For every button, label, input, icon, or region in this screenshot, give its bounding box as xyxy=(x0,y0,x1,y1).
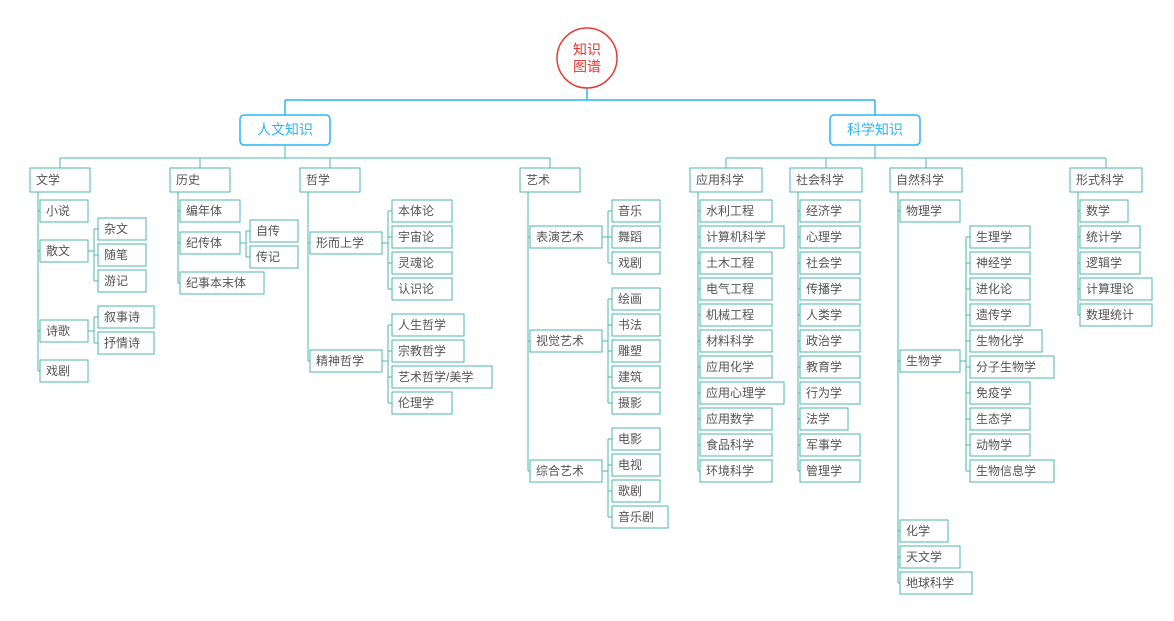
tree-node-label: 应用科学 xyxy=(696,172,744,187)
tree-node-label: 灵魂论 xyxy=(398,255,434,270)
tree-node-label: 生态学 xyxy=(976,411,1012,426)
tree-node-label: 应用数学 xyxy=(706,411,754,426)
tree-node-label: 生物化学 xyxy=(976,333,1024,348)
tree-node-label: 分子生物学 xyxy=(976,359,1036,374)
tree-node-label: 伦理学 xyxy=(398,395,434,410)
tree-node-label: 摄影 xyxy=(618,395,642,410)
tree-node-label: 歌剧 xyxy=(618,483,642,498)
tree-node-label: 自传 xyxy=(256,223,280,238)
tree-node-label: 地球科学 xyxy=(906,575,954,590)
tree-node-label: 管理学 xyxy=(806,463,842,478)
tree-node-label: 绘画 xyxy=(618,291,642,306)
tree-node-label: 计算理论 xyxy=(1086,281,1134,296)
tree-node-label: 土木工程 xyxy=(706,255,754,270)
tree-node-label: 机械工程 xyxy=(706,307,754,322)
tree-node-label: 雕塑 xyxy=(618,343,642,358)
tree-node-label: 人生哲学 xyxy=(398,317,446,332)
tree-node-label: 电影 xyxy=(618,432,642,446)
tree-node-label: 数学 xyxy=(1086,203,1110,218)
tree-node-label: 编年体 xyxy=(186,203,222,218)
tree-node-label: 生物信息学 xyxy=(976,463,1036,478)
level1-label: 科学知识 xyxy=(847,122,903,138)
tree-node-label: 音乐剧 xyxy=(618,509,654,524)
tree-node-label: 抒情诗 xyxy=(104,336,140,350)
tree-node-label: 物理学 xyxy=(906,203,942,218)
tree-node-label: 应用化学 xyxy=(706,359,754,374)
root-label-line2: 图谱 xyxy=(573,59,601,75)
tree-node-label: 小说 xyxy=(46,203,70,218)
tree-node-label: 艺术哲学/美学 xyxy=(398,369,473,384)
tree-node-label: 文学 xyxy=(36,172,60,187)
tree-node-label: 行为学 xyxy=(806,385,842,400)
tree-node-label: 进化论 xyxy=(976,282,1012,296)
tree-node-label: 综合艺术 xyxy=(536,463,584,478)
tree-node-label: 杂文 xyxy=(104,221,128,236)
tree-node-label: 生理学 xyxy=(976,229,1012,244)
tree-node-label: 经济学 xyxy=(806,203,842,218)
tree-node-label: 神经学 xyxy=(976,255,1012,270)
tree-node-label: 随笔 xyxy=(104,247,128,262)
tree-node-label: 宇宙论 xyxy=(398,229,434,244)
tree-node-label: 军事学 xyxy=(806,437,842,452)
tree-node-label: 表演艺术 xyxy=(536,229,584,244)
tree-node-label: 材料科学 xyxy=(706,333,754,348)
tree-node-label: 宗教哲学 xyxy=(398,343,446,358)
tree-node-label: 精神哲学 xyxy=(316,353,364,368)
level1-label: 人文知识 xyxy=(257,122,313,138)
tree-node-label: 环境科学 xyxy=(706,463,754,478)
tree-node-label: 水利工程 xyxy=(706,203,754,218)
tree-node-label: 形而上学 xyxy=(316,235,364,250)
nodes-layer: 知识图谱人文知识 科学知识文学 历史 哲学 艺术 应用科学 社会科学 自然科学 形式科学小说散文… xyxy=(30,28,1152,594)
tree-node-label: 视觉艺术 xyxy=(536,333,584,348)
tree-node-label: 传播学 xyxy=(806,281,842,296)
tree-node-label: 叙事诗 xyxy=(104,310,140,324)
tree-node-label: 动物学 xyxy=(976,437,1012,452)
tree-node-label: 统计学 xyxy=(1086,229,1122,244)
tree-node-label: 天文学 xyxy=(906,549,942,564)
tree-node-label: 遗传学 xyxy=(976,307,1012,322)
root-label-line1: 知识 xyxy=(573,42,601,58)
tree-node-label: 政治学 xyxy=(806,333,842,348)
tree-node-label: 诗歌 xyxy=(46,323,70,338)
tree-node-label: 历史 xyxy=(176,173,200,187)
tree-node-label: 食品科学 xyxy=(706,437,754,452)
tree-node-label: 舞蹈 xyxy=(618,230,642,244)
tree-node-label: 建筑 xyxy=(618,369,642,384)
tree-node-label: 戏剧 xyxy=(618,256,642,270)
tree-node-label: 法学 xyxy=(806,411,830,426)
tree-node-label: 计算机科学 xyxy=(706,229,766,244)
tree-node-label: 书法 xyxy=(618,318,642,332)
tree-node-label: 化学 xyxy=(906,523,930,538)
tree-node-label: 社会学 xyxy=(806,255,842,270)
tree-node-label: 自然科学 xyxy=(896,172,944,187)
tree-node-label: 逻辑学 xyxy=(1086,255,1122,270)
tree-node-label: 艺术 xyxy=(526,173,550,187)
tree-node-label: 电气工程 xyxy=(706,281,754,296)
tree-node-label: 生物学 xyxy=(906,353,942,368)
tree-node-label: 游记 xyxy=(104,274,128,288)
knowledge-tree-diagram: 知识图谱人文知识 科学知识文学 历史 哲学 艺术 应用科学 社会科学 自然科学 形式科学小说散文… xyxy=(0,0,1174,621)
tree-node-label: 数理统计 xyxy=(1086,307,1134,322)
tree-node-label: 哲学 xyxy=(306,172,330,187)
tree-node-label: 人类学 xyxy=(806,307,842,322)
tree-node-label: 纪传体 xyxy=(186,235,222,250)
tree-node-label: 本体论 xyxy=(398,204,434,218)
tree-node-label: 应用心理学 xyxy=(706,385,766,400)
tree-node-label: 认识论 xyxy=(398,282,434,296)
tree-node-label: 心理学 xyxy=(806,229,842,244)
tree-node-label: 戏剧 xyxy=(46,364,70,378)
tree-node-label: 电视 xyxy=(618,457,642,472)
tree-node-label: 教育学 xyxy=(806,359,842,374)
tree-node-label: 传记 xyxy=(256,249,280,264)
tree-node-label: 散文 xyxy=(46,243,70,258)
tree-node-label: 免疫学 xyxy=(976,385,1012,400)
tree-node-label: 纪事本末体 xyxy=(186,276,246,290)
tree-node-label: 社会科学 xyxy=(796,172,844,187)
tree-node-label: 形式科学 xyxy=(1076,172,1124,187)
tree-node-label: 音乐 xyxy=(618,203,642,218)
